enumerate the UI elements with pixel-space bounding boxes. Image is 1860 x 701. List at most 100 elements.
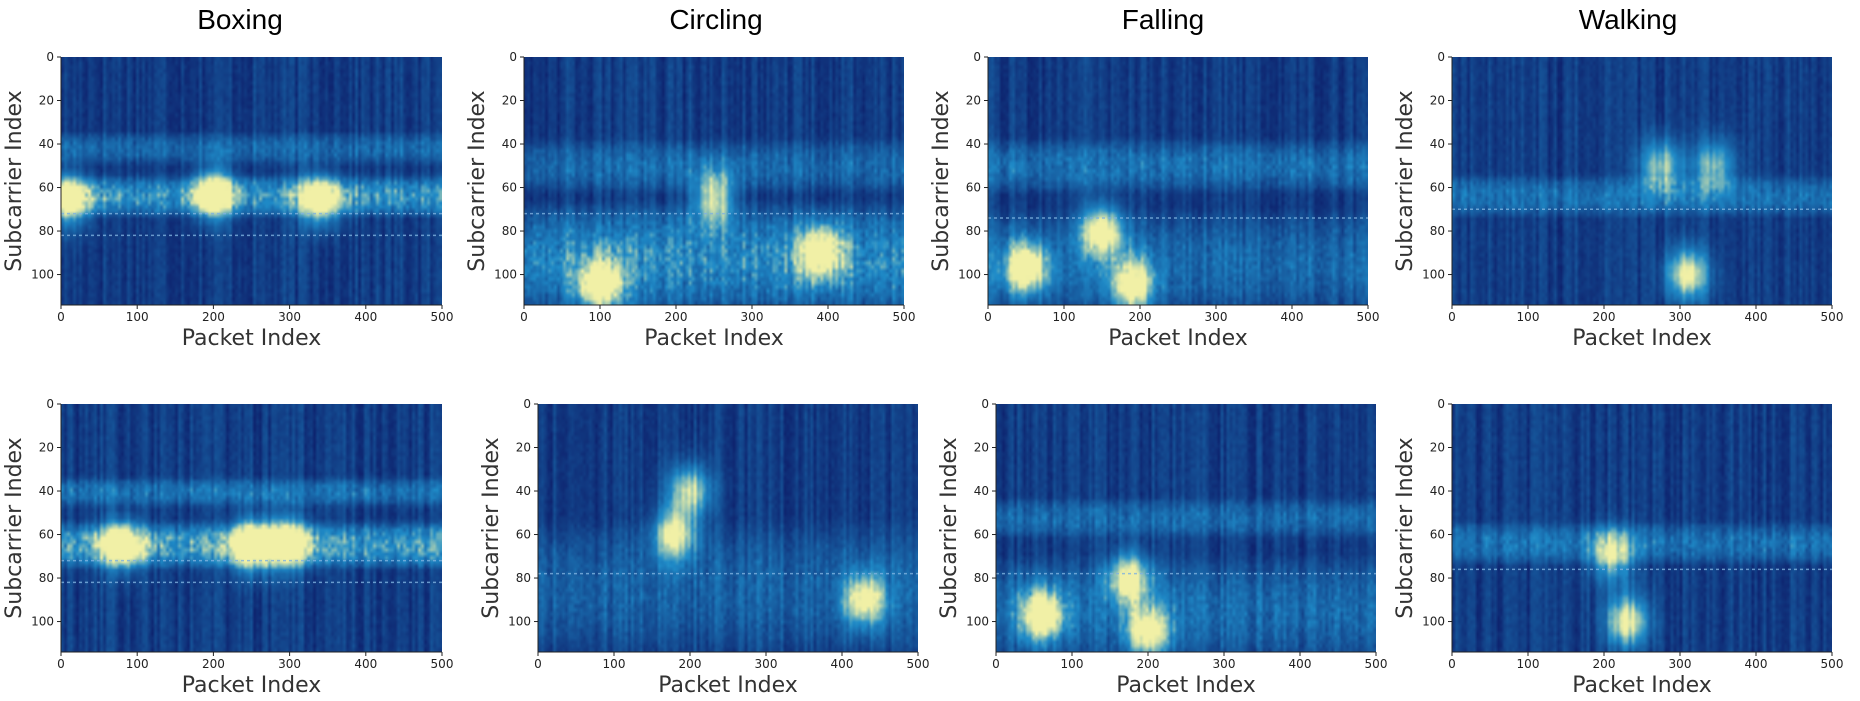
heatmap-boxing-r1-ytick-label-4: 80 [39, 224, 54, 238]
heatmap-walking-r2-ylabel: Subcarrier Index [1393, 437, 1418, 618]
heatmap-falling-r2-ytick-label-4: 80 [974, 571, 989, 585]
heatmap-circling-r1: 0 100 200 300 400 500 0 20 40 60 80 100 Packet Index… [465, 50, 915, 351]
heatmap-boxing-r1-ytick-label-1: 20 [39, 94, 54, 108]
heatmap-walking-r2-xtick-label-5: 500 [1821, 657, 1844, 671]
heatmap-walking-r2-ytick-label-1: 20 [1430, 441, 1445, 455]
heatmap-boxing-r2: 0 100 200 300 400 500 0 20 40 60 80 100 Packet Index… [2, 397, 453, 698]
heatmap-circling-r2-raster [538, 404, 918, 652]
heatmap-walking-r2-ytick-label-5: 100 [1422, 615, 1445, 629]
heatmap-boxing-r1-ylabel: Subcarrier Index [2, 90, 27, 271]
heatmap-circling-r2-ytick-label-3: 60 [516, 528, 531, 542]
heatmap-boxing-r2-ytick-label-5: 100 [31, 615, 54, 629]
heatmap-falling-r2-ytick-label-2: 40 [974, 484, 989, 498]
heatmap-walking-r1-xtick-label-2: 200 [1593, 310, 1616, 324]
heatmap-circling-r2-xtick-label-5: 500 [907, 657, 930, 671]
heatmap-boxing-r1-ytick-label-0: 0 [46, 50, 54, 64]
heatmap-circling-r2-xtick-label-2: 200 [679, 657, 702, 671]
heatmap-boxing-r2-xtick-label-5: 500 [431, 657, 454, 671]
heatmap-walking-r2-ytick-label-3: 60 [1430, 528, 1445, 542]
heatmap-circling-r1-xtick-label-4: 400 [817, 310, 840, 324]
heatmap-boxing-r1-ytick-label-3: 60 [39, 181, 54, 195]
heatmap-boxing-r1-xtick-label-3: 300 [278, 310, 301, 324]
heatmap-circling-r1-ytick-label-3: 60 [502, 181, 517, 195]
heatmap-boxing-r2-xtick-label-3: 300 [278, 657, 301, 671]
heatmap-walking-r2-xtick-label-2: 200 [1593, 657, 1616, 671]
column-title-falling: Falling [1121, 4, 1205, 35]
heatmap-falling-r1-xtick-label-5: 500 [1357, 310, 1380, 324]
heatmap-falling-r1-ytick-label-1: 20 [966, 94, 981, 108]
heatmap-falling-r1-ytick-label-2: 40 [966, 137, 981, 151]
heatmap-circling-r1-ylabel: Subcarrier Index [465, 90, 490, 271]
heatmap-circling-r2-ytick-label-5: 100 [508, 615, 531, 629]
heatmap-circling-r2-ylabel: Subcarrier Index [479, 437, 504, 618]
heatmap-circling-r2-ytick-label-1: 20 [516, 441, 531, 455]
heatmap-falling-r2-xtick-label-4: 400 [1289, 657, 1312, 671]
heatmap-circling-r1-ytick-label-5: 100 [494, 268, 517, 282]
heatmap-walking-r1-ytick-label-0: 0 [1437, 50, 1445, 64]
heatmap-boxing-r2-ytick-label-0: 0 [46, 397, 54, 411]
heatmap-boxing-r2-xtick-label-0: 0 [57, 657, 65, 671]
heatmap-boxing-r1-xtick-label-2: 200 [202, 310, 225, 324]
heatmap-walking-r2-ytick-label-2: 40 [1430, 484, 1445, 498]
heatmap-falling-r2-xlabel: Packet Index [1116, 673, 1256, 698]
heatmap-falling-r2-ytick-label-3: 60 [974, 528, 989, 542]
heatmap-walking-r1-xlabel: Packet Index [1572, 326, 1712, 351]
heatmap-circling-r1-ytick-label-4: 80 [502, 224, 517, 238]
heatmap-walking-r2-ytick-label-0: 0 [1437, 397, 1445, 411]
heatmap-boxing-r1-ytick-label-2: 40 [39, 137, 54, 151]
heatmap-walking-r2-xtick-label-4: 400 [1745, 657, 1768, 671]
heatmap-falling-r2-raster [996, 404, 1376, 652]
heatmap-falling-r1-ytick-label-4: 80 [966, 224, 981, 238]
heatmap-walking-r1-raster [1452, 57, 1832, 305]
heatmap-falling-r1-xtick-label-3: 300 [1205, 310, 1228, 324]
heatmap-boxing-r2-xtick-label-4: 400 [354, 657, 377, 671]
heatmap-falling-r1: 0 100 200 300 400 500 0 20 40 60 80 100 Packet Index… [929, 50, 1379, 351]
heatmap-circling-r2-ytick-label-0: 0 [523, 397, 531, 411]
heatmap-walking-r1-ytick-label-2: 40 [1430, 137, 1445, 151]
heatmap-falling-r1-xtick-label-0: 0 [984, 310, 992, 324]
heatmap-circling-r1-ytick-label-2: 40 [502, 137, 517, 151]
heatmap-falling-r2-xtick-label-5: 500 [1365, 657, 1388, 671]
heatmap-walking-r2-raster [1452, 404, 1832, 652]
heatmap-falling-r2-xtick-label-0: 0 [992, 657, 1000, 671]
heatmap-falling-r2-ytick-label-0: 0 [981, 397, 989, 411]
heatmap-walking-r2-ytick-label-4: 80 [1430, 571, 1445, 585]
heatmap-falling-r1-xtick-label-2: 200 [1129, 310, 1152, 324]
heatmap-falling-r2: 0 100 200 300 400 500 0 20 40 60 80 100 Packet Index… [937, 397, 1387, 698]
heatmap-walking-r1-xtick-label-5: 500 [1821, 310, 1844, 324]
heatmap-boxing-r1-ytick-label-5: 100 [31, 268, 54, 282]
heatmap-circling-r2-ytick-label-2: 40 [516, 484, 531, 498]
heatmap-falling-r2-ylabel: Subcarrier Index [937, 437, 962, 618]
heatmap-circling-r1-xtick-label-3: 300 [741, 310, 764, 324]
heatmap-walking-r1-ytick-label-1: 20 [1430, 94, 1445, 108]
heatmap-walking-r1-ylabel: Subcarrier Index [1393, 90, 1418, 271]
heatmap-walking-r1-xtick-label-0: 0 [1448, 310, 1456, 324]
heatmap-falling-r1-xtick-label-4: 400 [1281, 310, 1304, 324]
heatmap-falling-r1-xlabel: Packet Index [1108, 326, 1248, 351]
heatmap-circling-r1-xtick-label-2: 200 [665, 310, 688, 324]
heatmap-circling-r2-xtick-label-1: 100 [603, 657, 626, 671]
heatmap-boxing-r1-xlabel: Packet Index [182, 326, 322, 351]
heatmap-walking-r1-xtick-label-3: 300 [1669, 310, 1692, 324]
heatmap-walking-r2: 0 100 200 300 400 500 0 20 40 60 80 100 Packet Index… [1393, 397, 1843, 698]
column-title-boxing: Boxing [197, 4, 283, 35]
heatmap-boxing-r2-ylabel: Subcarrier Index [2, 437, 27, 618]
heatmap-circling-r2-xlabel: Packet Index [658, 673, 798, 698]
heatmap-boxing-r2-ytick-label-4: 80 [39, 571, 54, 585]
heatmap-boxing-r1: 0 100 200 300 400 500 0 20 40 60 80 100 Packet Index… [2, 50, 453, 351]
heatmap-walking-r2-xlabel: Packet Index [1572, 673, 1712, 698]
heatmap-circling-r1-raster [524, 57, 904, 305]
column-title-circling: Circling [669, 4, 763, 35]
heatmap-boxing-r2-ytick-label-3: 60 [39, 528, 54, 542]
heatmap-falling-r2-ytick-label-1: 20 [974, 441, 989, 455]
heatmap-walking-r1-ytick-label-5: 100 [1422, 268, 1445, 282]
heatmap-boxing-r2-xtick-label-2: 200 [202, 657, 225, 671]
column-title-walking: Walking [1578, 4, 1678, 35]
heatmap-circling-r1-xtick-label-1: 100 [589, 310, 612, 324]
heatmap-circling-r1-xtick-label-5: 500 [893, 310, 916, 324]
heatmap-walking-r1-xtick-label-1: 100 [1517, 310, 1540, 324]
heatmap-boxing-r2-ytick-label-1: 20 [39, 441, 54, 455]
heatmap-walking-r1: 0 100 200 300 400 500 0 20 40 60 80 100 Packet Index… [1393, 50, 1843, 351]
heatmap-falling-r2-xtick-label-2: 200 [1137, 657, 1160, 671]
